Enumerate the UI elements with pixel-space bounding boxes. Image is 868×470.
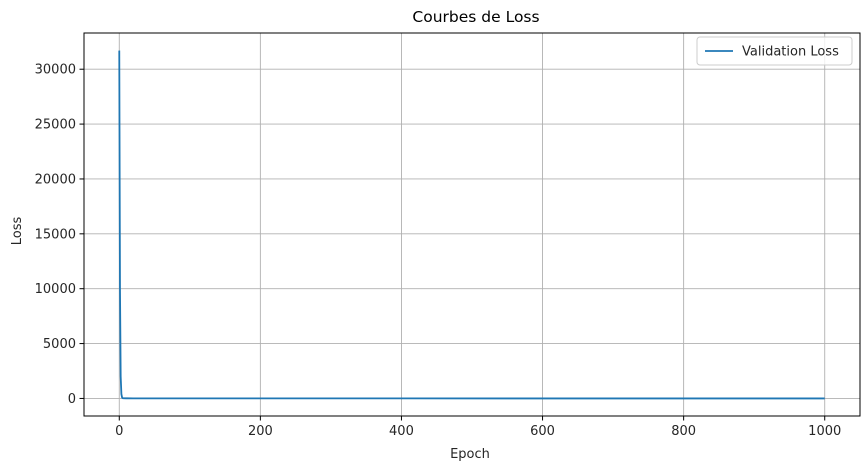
y-tick-label: 25000	[35, 118, 76, 133]
y-tick-label: 30000	[35, 63, 76, 78]
x-tick-label: 1000	[808, 424, 841, 439]
plot-frame	[83, 32, 861, 417]
x-axis-label: Epoch	[450, 447, 490, 462]
series-line-validation-loss	[118, 50, 825, 400]
x-tick-label: 200	[248, 424, 273, 439]
y-axis-label: Loss	[10, 217, 25, 246]
legend-box	[696, 36, 853, 66]
x-tick-label: 600	[530, 424, 555, 439]
x-tick-label: 800	[671, 424, 696, 439]
legend-label-validation-loss: Validation Loss	[742, 45, 839, 60]
y-tick-label: 15000	[35, 227, 76, 242]
y-tick-label: 20000	[35, 172, 76, 187]
series-layer	[118, 50, 825, 400]
y-tick-label: 10000	[35, 282, 76, 297]
chart-title: Courbes de Loss	[412, 8, 539, 26]
y-tick-label: 0	[68, 392, 76, 407]
x-tick-label: 0	[115, 424, 123, 439]
x-tick-label: 400	[389, 424, 414, 439]
axes-layer: 0 200 400 600 800 100005000100001500020000250…	[35, 32, 861, 439]
grid-layer	[84, 33, 860, 416]
legend: Validation Loss	[696, 36, 853, 66]
y-tick-label: 5000	[43, 337, 76, 352]
